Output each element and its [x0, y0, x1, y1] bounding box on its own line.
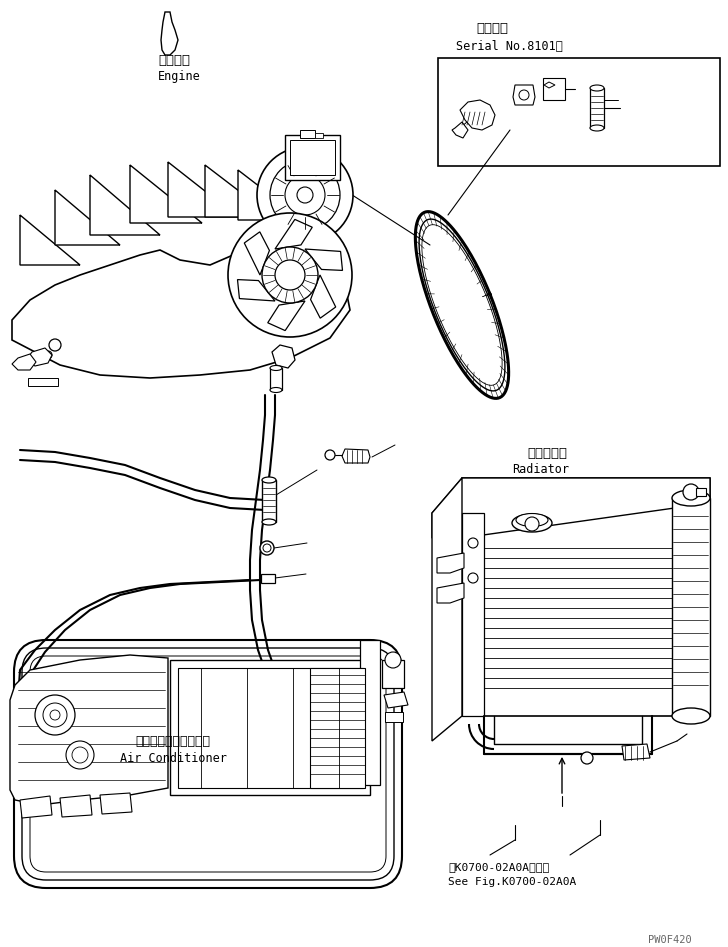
Circle shape: [297, 187, 313, 203]
Circle shape: [285, 175, 325, 215]
Circle shape: [325, 450, 335, 460]
Circle shape: [72, 747, 88, 763]
Circle shape: [43, 703, 67, 727]
Circle shape: [683, 484, 699, 500]
Bar: [672, 498, 710, 716]
Circle shape: [228, 213, 352, 337]
Circle shape: [270, 160, 340, 230]
Bar: [261, 574, 275, 583]
Polygon shape: [622, 744, 650, 760]
Polygon shape: [100, 793, 132, 814]
Circle shape: [49, 339, 61, 351]
Bar: [310, 668, 365, 788]
Polygon shape: [20, 215, 80, 265]
Polygon shape: [342, 449, 370, 463]
Bar: [315, 133, 323, 138]
Bar: [178, 668, 363, 788]
Polygon shape: [437, 583, 464, 603]
Polygon shape: [432, 478, 710, 538]
Polygon shape: [20, 796, 52, 818]
Ellipse shape: [270, 387, 282, 392]
Polygon shape: [12, 245, 350, 378]
Bar: [285, 135, 340, 180]
Ellipse shape: [590, 85, 604, 91]
Bar: [28, 378, 58, 386]
Bar: [290, 140, 335, 175]
Bar: [385, 712, 403, 722]
Bar: [696, 488, 706, 496]
Polygon shape: [12, 354, 36, 370]
Polygon shape: [462, 478, 710, 716]
Text: PW0F420: PW0F420: [648, 935, 692, 945]
Polygon shape: [10, 655, 168, 805]
Circle shape: [385, 652, 401, 668]
Polygon shape: [237, 279, 275, 301]
Ellipse shape: [590, 125, 604, 131]
Bar: [382, 660, 404, 688]
Circle shape: [275, 260, 305, 290]
Text: 第K0700-02A0A図参照: 第K0700-02A0A図参照: [448, 862, 549, 872]
Text: 適用号機: 適用号機: [476, 22, 508, 35]
Text: エアーコンディショナ: エアーコンディショナ: [135, 735, 210, 748]
Text: Radiator: Radiator: [512, 463, 569, 476]
Circle shape: [581, 752, 593, 764]
Polygon shape: [311, 275, 336, 318]
Ellipse shape: [262, 477, 276, 483]
Text: Engine: Engine: [158, 70, 201, 83]
Circle shape: [263, 544, 271, 552]
Text: See Fig.K0700-02A0A: See Fig.K0700-02A0A: [448, 877, 577, 887]
Polygon shape: [275, 220, 312, 249]
Ellipse shape: [262, 519, 276, 525]
Polygon shape: [432, 478, 462, 741]
Polygon shape: [161, 12, 178, 55]
Circle shape: [257, 147, 353, 243]
Text: ラジエータ: ラジエータ: [527, 447, 567, 460]
Polygon shape: [460, 100, 495, 130]
Bar: [270, 368, 282, 390]
Ellipse shape: [516, 513, 548, 527]
Bar: [462, 513, 484, 716]
Polygon shape: [543, 78, 565, 100]
Polygon shape: [245, 232, 269, 275]
Ellipse shape: [270, 366, 282, 370]
Circle shape: [468, 573, 478, 583]
Bar: [170, 660, 370, 795]
Polygon shape: [26, 348, 52, 366]
Circle shape: [262, 247, 318, 303]
Polygon shape: [205, 165, 273, 217]
Polygon shape: [168, 162, 238, 217]
Polygon shape: [513, 85, 535, 105]
Polygon shape: [90, 175, 160, 235]
Circle shape: [525, 517, 539, 531]
Polygon shape: [55, 190, 120, 245]
Circle shape: [44, 351, 52, 359]
Bar: [262, 480, 276, 522]
Polygon shape: [268, 301, 305, 331]
Polygon shape: [437, 553, 464, 573]
Circle shape: [35, 695, 75, 735]
Ellipse shape: [672, 708, 710, 724]
Polygon shape: [305, 249, 342, 271]
Text: エンジン: エンジン: [158, 54, 190, 67]
Circle shape: [519, 90, 529, 100]
Circle shape: [260, 541, 274, 555]
Polygon shape: [238, 170, 303, 220]
Polygon shape: [60, 795, 92, 817]
Polygon shape: [452, 122, 468, 138]
Bar: [300, 130, 315, 138]
Text: Air Conditioner: Air Conditioner: [120, 752, 227, 765]
Ellipse shape: [512, 514, 552, 532]
Polygon shape: [384, 692, 408, 708]
Polygon shape: [130, 165, 202, 223]
Text: Serial No.8101～: Serial No.8101～: [456, 40, 563, 53]
Bar: [590, 88, 604, 128]
Circle shape: [468, 538, 478, 548]
Polygon shape: [544, 82, 555, 88]
Circle shape: [50, 710, 60, 720]
Ellipse shape: [672, 490, 710, 506]
Bar: [438, 58, 720, 166]
Circle shape: [66, 741, 94, 769]
Polygon shape: [272, 345, 295, 368]
Bar: [360, 640, 380, 785]
